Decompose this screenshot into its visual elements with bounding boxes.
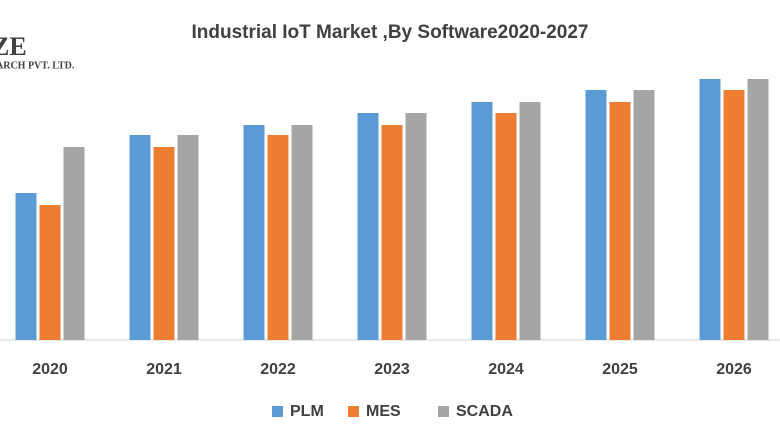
x-tick-label: 2022: [260, 361, 296, 378]
bar: [267, 135, 289, 340]
legend-label: PLM: [290, 403, 324, 420]
bar: [633, 90, 655, 340]
bar: [519, 102, 541, 340]
bar: [15, 193, 37, 340]
bar: [747, 79, 769, 340]
bar: [129, 135, 151, 340]
bar: [381, 125, 403, 340]
x-tick-label: 2025: [602, 361, 638, 378]
logo-tagline: ARCH PVT. LTD.: [0, 60, 75, 71]
bar: [63, 147, 85, 340]
bar: [405, 113, 427, 340]
logo-name: ZE: [0, 32, 27, 61]
legend-swatch: [348, 406, 359, 417]
bar: [699, 79, 721, 340]
x-tick-label: 2026: [716, 361, 752, 378]
bar: [609, 102, 631, 340]
x-tick-label: 2024: [488, 361, 524, 378]
x-tick-label: 2023: [374, 361, 410, 378]
x-tick-label: 2020: [32, 361, 68, 378]
chart-title: Industrial IoT Market ,By Software2020-2…: [191, 22, 588, 43]
bar: [153, 147, 175, 340]
legend-label: MES: [366, 403, 401, 420]
legend-swatch: [272, 406, 283, 417]
bar: [39, 205, 61, 340]
bar: [357, 113, 379, 340]
legend-label: SCADA: [456, 403, 513, 420]
bar: [177, 135, 199, 340]
bar: [243, 125, 265, 340]
legend-swatch: [438, 406, 449, 417]
bar: [291, 125, 313, 340]
bar: [495, 113, 517, 340]
bar: [585, 90, 607, 340]
x-tick-label: 2021: [146, 361, 182, 378]
bar: [723, 90, 745, 340]
bar: [471, 102, 493, 340]
